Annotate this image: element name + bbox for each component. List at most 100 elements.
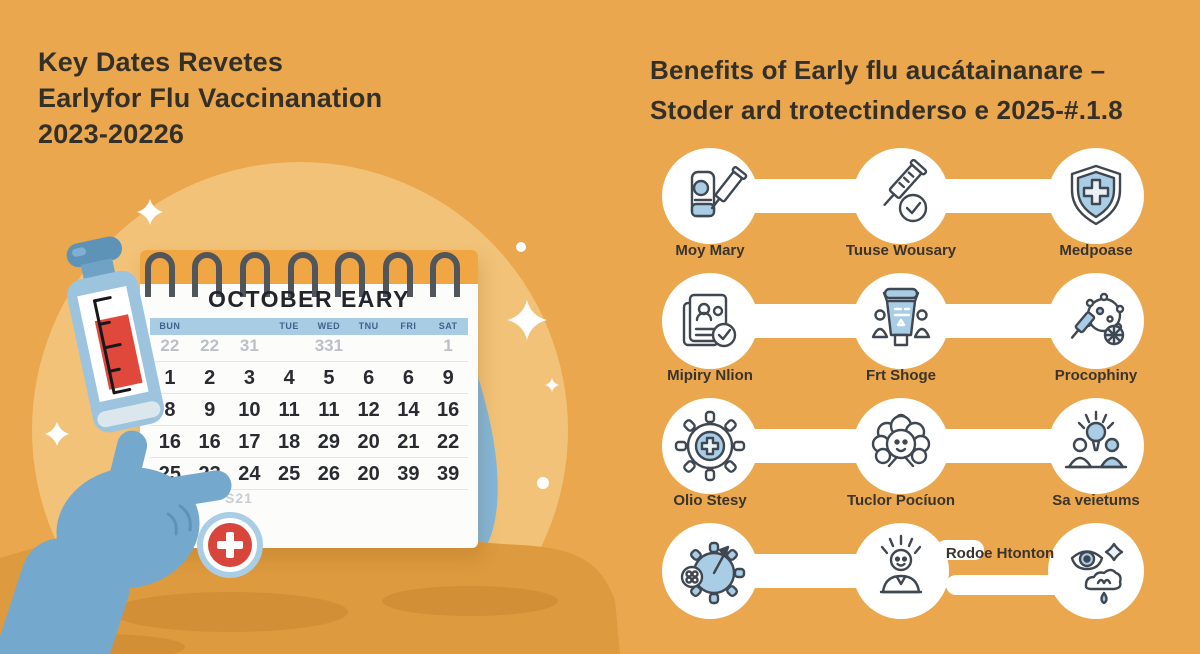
- calendar-day-cell: 5: [323, 367, 335, 389]
- sparkle-star-icon: [45, 422, 69, 446]
- benefit-caption: Procophiny: [1054, 367, 1138, 384]
- calendar-week-row: 25 23 24 25 26 20 39 39: [150, 458, 468, 490]
- person-rays-icon: [879, 534, 923, 594]
- vaccine-bottle-syringe-icon: [690, 166, 748, 218]
- benefit-caption: Tuuse Wousary: [845, 242, 957, 259]
- benefit-circle: [662, 523, 758, 619]
- benefit-row: Moy Mary Tuuse Wousary Medpoase: [648, 148, 1193, 273]
- calendar-grid: 22 22 31 331 1 1 2 3 4 5 6 6 9 8 9 10 11 11 12 14 16 16 16 17 18…: [150, 330, 468, 490]
- calendar-day-cell: 6: [402, 367, 414, 389]
- calendar-week-row: 16 16 17 18 29 20 21 22: [150, 426, 468, 458]
- binder-ring-icon: [192, 252, 222, 297]
- calendar-day-cell: 23: [198, 463, 221, 485]
- day-header-label: TNU: [358, 321, 379, 331]
- benefit-row: Mipiry Nlion Frt Shoge Procophiny: [648, 273, 1193, 398]
- woman-face-icon: [871, 413, 931, 468]
- benefit-caption: Sa veietums: [1052, 492, 1140, 509]
- gear-arrow-icon: [680, 541, 746, 605]
- calendar-day-cell: 4: [283, 367, 295, 389]
- sparkle-dot: [537, 477, 549, 489]
- binder-ring-icon: [335, 252, 365, 297]
- syringe-check-icon: [883, 158, 928, 223]
- calendar-footnote: S21: [225, 490, 253, 506]
- calendar-day-cell: 39: [437, 463, 460, 485]
- calendar-day-cell: 25: [278, 463, 301, 485]
- calendar-day-cell: 20: [357, 431, 380, 453]
- connector-bar: [936, 540, 984, 560]
- calendar-day-cell: 2: [204, 367, 216, 389]
- left-title-line-1: Key Dates Revetes: [38, 47, 284, 77]
- binder-ring-icon: [430, 252, 460, 297]
- benefit-caption: Mipiry Nlion: [667, 367, 753, 384]
- binder-ring-icon: [288, 252, 318, 297]
- benefit-circle: [662, 398, 758, 494]
- calendar-day-cell: 17: [238, 431, 261, 453]
- calendar-week-row: 22 22 31 331 1: [150, 330, 468, 362]
- benefit-circle: [853, 398, 949, 494]
- calendar-day-cell: 14: [397, 399, 420, 421]
- right-title-line-1: Benefits of Early flu aucátainanare –: [650, 55, 1106, 85]
- calendar-day-cell: 11: [318, 399, 340, 421]
- day-header-label: TUE: [279, 321, 299, 331]
- calendar-day-cell: 39: [397, 463, 420, 485]
- calendar-day-cell: 21: [397, 431, 420, 453]
- right-title: Benefits of Early flu aucátainanare – St…: [650, 50, 1123, 130]
- calendar-day-cell: 22: [160, 336, 180, 355]
- day-header-label: SAT: [438, 321, 458, 331]
- calendar-day-cell: 16: [198, 431, 221, 453]
- virus-syringe-icon: [1070, 292, 1125, 346]
- calendar-day-cell: 31: [239, 336, 259, 355]
- calendar-day-cell: 9: [442, 367, 454, 389]
- calendar-week-row: 8 9 10 11 11 12 14 16: [150, 394, 468, 426]
- sparkle-star-icon: [507, 300, 547, 340]
- calendar-day-cell: 12: [357, 399, 380, 421]
- calendar-day-cell: 9: [204, 399, 216, 421]
- clinic-machine-icon: [871, 287, 931, 347]
- calendar-day-cell: 25: [158, 463, 181, 485]
- calendar-day-header-bar: BUN TUE WED TNU FRI SAT: [150, 318, 468, 335]
- sparkle-star-icon: [545, 378, 559, 392]
- benefit-caption: Moy Mary: [675, 242, 745, 259]
- left-title: Key Dates Revetes Earlyfor Flu Vaccinana…: [38, 44, 382, 152]
- calendar-day-cell: 24: [238, 463, 261, 485]
- benefit-caption: Tuclor Pocíuon: [846, 492, 956, 509]
- binder-ring-icon: [240, 252, 270, 297]
- left-title-line-3: 2023-20226: [38, 119, 185, 149]
- people-idea-icon: [1064, 410, 1128, 469]
- calendar-week-row: 1 2 3 4 5 6 6 9: [150, 362, 468, 394]
- benefit-row: Rodoe Htonton: [648, 523, 1193, 648]
- gear-cross-icon: [674, 410, 746, 482]
- calendar-day-cell: 22: [437, 431, 460, 453]
- ground-shadow: [112, 592, 348, 632]
- benefit-circle: [1048, 148, 1144, 244]
- benefit-circle: [662, 273, 758, 369]
- day-header-label: WED: [317, 321, 341, 331]
- right-title-line-2: Stoder ard trotectinderso e 2025-#.1.8: [650, 95, 1123, 125]
- benefits-grid: Moy Mary Tuuse Wousary Medpoase Mipiry Nlio…: [648, 148, 1193, 648]
- calendar-day-cell: 3: [243, 367, 255, 389]
- ground-shadow: [382, 586, 558, 616]
- calendar-day-cell: 29: [317, 431, 340, 453]
- ground-shadow: [15, 634, 185, 654]
- calendar-day-cell: 11: [278, 399, 300, 421]
- connector-label: Rodoe Htonton: [945, 545, 1055, 562]
- benefit-circle: [1048, 398, 1144, 494]
- calendar-day-cell: [269, 330, 309, 361]
- calendar-day-cell: [349, 330, 389, 361]
- calendar-day-cell: [389, 330, 429, 361]
- eye-cloud-icon: [1070, 542, 1124, 605]
- binder-ring-icon: [383, 252, 413, 297]
- calendar-day-cell: 16: [158, 431, 181, 453]
- calendar-day-cell: 1: [443, 336, 453, 355]
- benefit-circle: [853, 148, 949, 244]
- calendar-day-cell: 10: [238, 399, 261, 421]
- shield-cross-icon: [1070, 164, 1122, 226]
- benefit-circle: [662, 148, 758, 244]
- benefit-caption: Medpoase: [1059, 242, 1133, 259]
- calendar-day-cell: 8: [164, 399, 176, 421]
- calendar-day-cell: 18: [278, 431, 301, 453]
- benefit-circle: [1048, 523, 1144, 619]
- day-header-label: BUN: [159, 321, 181, 331]
- benefit-caption: Olio Stesy: [673, 492, 747, 509]
